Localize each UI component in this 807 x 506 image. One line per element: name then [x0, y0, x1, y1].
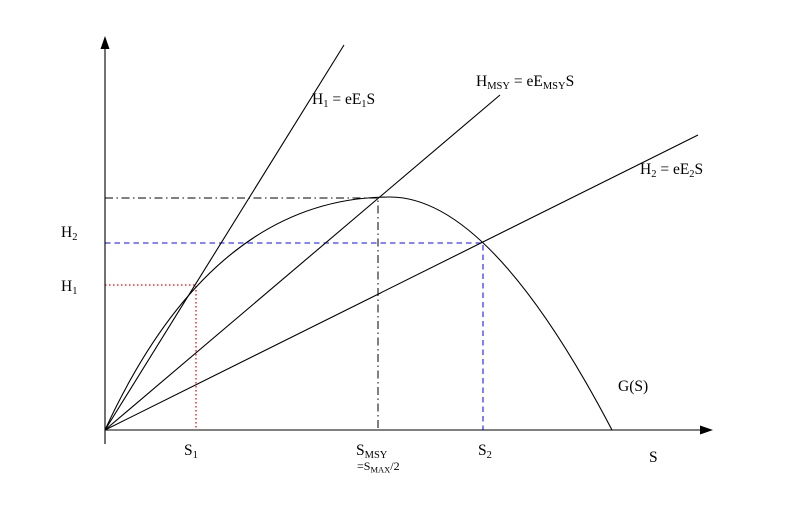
- h1-harvest-line: [104, 44, 345, 431]
- growth-curve: [104, 196, 613, 431]
- growth-curve-label: G(S): [618, 378, 648, 395]
- hmsy-harvest-line: [104, 94, 501, 431]
- y-tick-label-h2: H2: [61, 224, 77, 243]
- h2-harvest-line: [104, 134, 699, 431]
- hmsy-line-label: HMSY = eEMSYS: [476, 73, 574, 92]
- s2-h2-guide-blue-dashed: [105, 242, 484, 430]
- x-axis-arrowhead: [700, 425, 713, 435]
- x-tick-label-smsy: SMSY: [356, 442, 388, 461]
- h2-line-label: H2 = eE2S: [640, 161, 703, 180]
- y-tick-label-h1: H1: [61, 278, 77, 297]
- x-tick-label-s1: S1: [184, 442, 198, 461]
- x-tick-label-s2: S2: [478, 442, 492, 461]
- y-axis-arrowhead: [100, 36, 110, 49]
- x-tick-label-smax-note: =SMAX/2: [357, 459, 400, 475]
- x-axis-label: S: [649, 449, 658, 466]
- h1-line-label: H1 = eE1S: [312, 91, 375, 110]
